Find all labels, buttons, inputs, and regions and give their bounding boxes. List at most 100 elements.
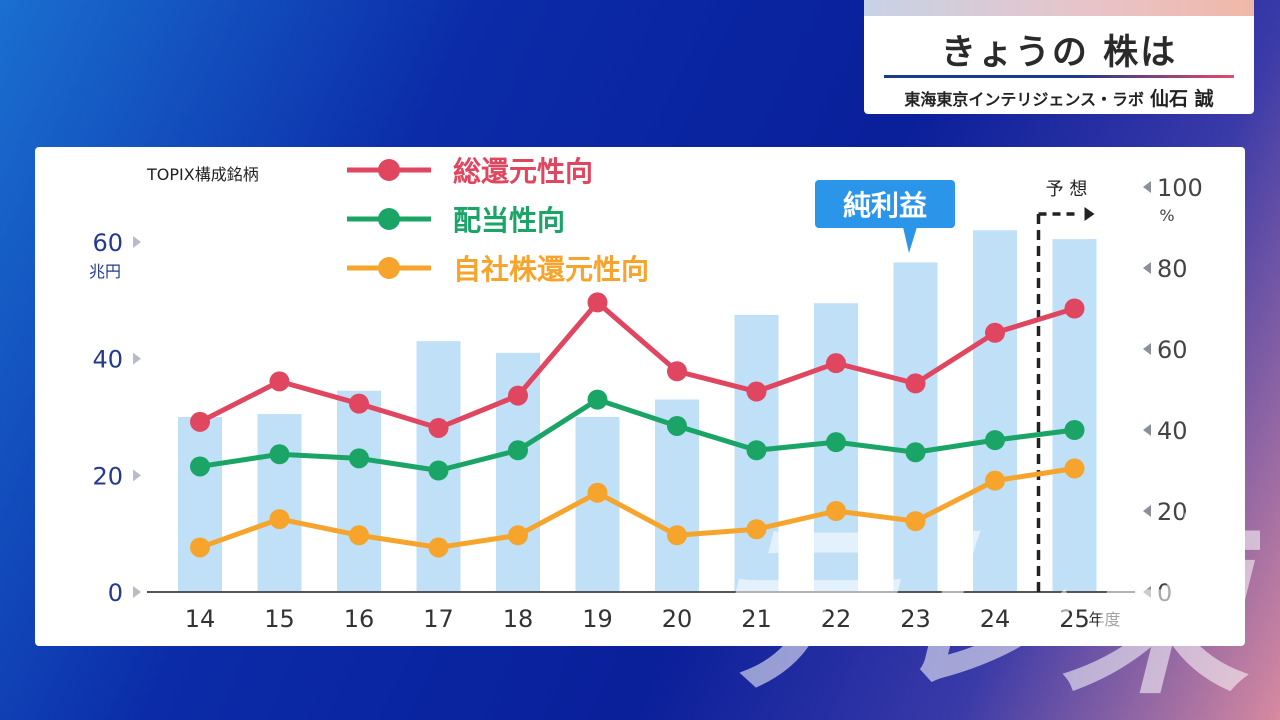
data-point-自社株還元性向-19 xyxy=(587,482,608,503)
data-point-自社株還元性向-14 xyxy=(190,537,210,558)
legend-marker-自社株還元性向 xyxy=(378,257,400,279)
x-tick-label: 16 xyxy=(344,605,375,633)
chart-note: TOPIX構成銘柄 xyxy=(146,165,259,184)
chart-panel: 0 20 40 60 兆円 0 20 40 60 80 100% 14 15 16 17 18 19 20 21 22… xyxy=(35,147,1245,646)
data-point-総還元性向-22 xyxy=(826,353,846,374)
left-tick-label: 0 xyxy=(108,579,123,607)
data-point-自社株還元性向-17 xyxy=(428,537,449,558)
data-point-配当性向-18 xyxy=(508,440,528,461)
x-tick-label: 15 xyxy=(264,605,295,633)
data-point-配当性向-14 xyxy=(190,456,210,477)
left-tick-label: 20 xyxy=(92,462,123,490)
left-tick-arrow xyxy=(133,352,141,365)
left-tick-label: 60 xyxy=(92,229,123,257)
x-tick-label: 18 xyxy=(503,605,534,633)
x-tick-label: 17 xyxy=(423,605,454,633)
data-point-配当性向-23 xyxy=(905,442,926,463)
right-tick-arrow xyxy=(1143,505,1151,517)
data-point-総還元性向-15 xyxy=(269,371,290,392)
data-point-自社株還元性向-20 xyxy=(667,525,687,546)
guest-affiliation: 東海東京インテリジェンス・ラボ xyxy=(904,90,1145,109)
x-tick-label: 25 xyxy=(1059,605,1090,633)
right-tick-label: 60 xyxy=(1157,336,1188,364)
data-point-配当性向-15 xyxy=(269,444,290,465)
data-point-総還元性向-25 xyxy=(1064,298,1085,319)
data-point-配当性向-22 xyxy=(826,432,846,453)
bar-net-profit-23 xyxy=(893,262,938,592)
title-card: きょうの 株は 東海東京インテリジェンス・ラボ 仙石 誠 xyxy=(864,0,1254,114)
data-point-総還元性向-24 xyxy=(985,322,1005,343)
right-tick-arrow xyxy=(1143,586,1151,598)
data-point-配当性向-17 xyxy=(428,460,449,481)
series-line-総還元性向 xyxy=(198,299,1076,431)
bar-net-profit-15 xyxy=(257,414,302,592)
series-line-自社株還元性向 xyxy=(199,466,1075,550)
data-point-総還元性向-21 xyxy=(746,381,767,402)
legend-marker-総還元性向 xyxy=(378,159,400,181)
right-tick-label: 0 xyxy=(1157,579,1172,607)
net-profit-callout-box xyxy=(815,180,955,228)
left-tick-label: 40 xyxy=(92,346,123,374)
left-tick-arrow xyxy=(133,236,141,248)
guest-name: 仙石 誠 xyxy=(1150,88,1214,110)
legend-label-自社株還元性向: 自社株還元性向 xyxy=(453,253,649,286)
data-point-配当性向-20 xyxy=(667,415,687,436)
x-tick-label: 22 xyxy=(821,605,852,633)
bar-net-profit-25 xyxy=(1052,239,1097,592)
series-line-配当性向 xyxy=(199,397,1075,473)
legend-label-配当性向: 配当性向 xyxy=(453,204,565,237)
right-tick-label: 20 xyxy=(1157,498,1188,526)
data-point-自社株還元性向-21 xyxy=(746,519,767,540)
bar-net-profit-19 xyxy=(575,417,620,592)
data-point-配当性向-16 xyxy=(349,448,369,469)
net-profit-callout-label: 純利益 xyxy=(843,189,927,222)
x-tick-label: 24 xyxy=(980,605,1011,633)
right-axis-unit: % xyxy=(1159,206,1174,225)
broadcaster-watermark: テレ東 xyxy=(700,500,1250,720)
data-point-配当性向-19 xyxy=(587,389,608,410)
right-tick-arrow xyxy=(1143,262,1151,274)
chart-svg: 0 20 40 60 兆円 0 20 40 60 80 100% 14 15 16 17 18 19 20 21 22… xyxy=(89,155,1203,633)
left-tick-arrow xyxy=(133,586,141,598)
left-tick-arrow xyxy=(133,469,141,482)
data-point-配当性向-24 xyxy=(985,430,1005,451)
left-axis-unit: 兆円 xyxy=(89,262,121,281)
net-profit-callout-pointer xyxy=(903,227,917,253)
bar-net-profit-16 xyxy=(337,390,381,592)
legend-marker-配当性向 xyxy=(378,208,400,230)
data-point-総還元性向-14 xyxy=(190,411,210,432)
x-tick-label: 14 xyxy=(185,605,216,633)
data-point-自社株還元性向-23 xyxy=(905,511,926,532)
data-point-総還元性向-16 xyxy=(349,393,369,414)
right-tick-label: 40 xyxy=(1157,417,1188,445)
x-tick-label: 21 xyxy=(741,605,772,633)
legend-label-総還元性向: 総還元性向 xyxy=(453,155,593,188)
program-title: きょうの 株は xyxy=(940,33,1178,73)
right-tick-arrow xyxy=(1143,181,1151,193)
data-point-自社株還元性向-15 xyxy=(269,509,290,530)
x-axis-suffix: 年度 xyxy=(1088,610,1120,629)
forecast-arrow-head xyxy=(1084,207,1095,221)
data-point-自社株還元性向-22 xyxy=(826,501,846,521)
right-tick-label: 80 xyxy=(1157,255,1188,283)
data-point-配当性向-21 xyxy=(746,440,767,461)
right-tick-label: 100 xyxy=(1157,174,1203,202)
data-point-自社株還元性向-18 xyxy=(508,525,528,546)
bar-net-profit-14 xyxy=(178,417,222,592)
right-tick-arrow xyxy=(1143,343,1151,355)
data-point-自社株還元性向-24 xyxy=(985,470,1005,491)
data-point-自社株還元性向-25 xyxy=(1064,458,1085,479)
x-tick-label: 23 xyxy=(900,605,931,633)
data-point-総還元性向-20 xyxy=(667,361,687,382)
data-point-総還元性向-19 xyxy=(587,292,608,313)
data-point-配当性向-25 xyxy=(1064,420,1085,440)
right-tick-arrow xyxy=(1143,424,1151,436)
data-point-総還元性向-17 xyxy=(428,417,449,438)
data-point-総還元性向-23 xyxy=(905,373,926,394)
data-point-自社株還元性向-16 xyxy=(349,525,369,546)
x-tick-label: 20 xyxy=(662,605,693,633)
x-tick-label: 19 xyxy=(582,605,613,633)
data-point-総還元性向-18 xyxy=(508,385,528,406)
forecast-label: 予 想 xyxy=(1046,179,1088,200)
title-divider xyxy=(884,75,1234,78)
